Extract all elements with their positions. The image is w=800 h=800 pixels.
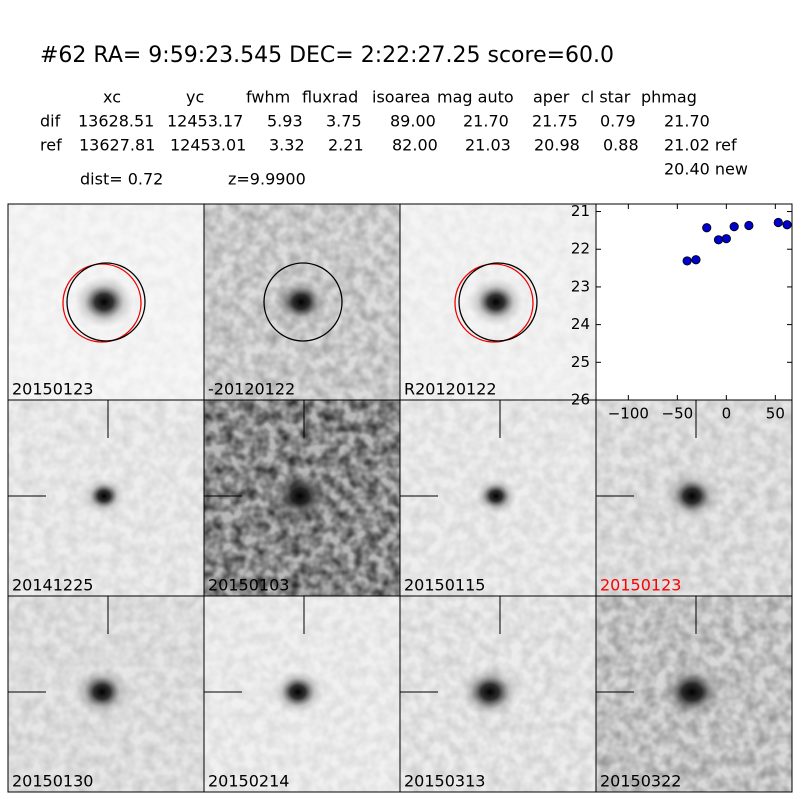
stamp: -20120122 (203, 203, 401, 401)
stamp-frame (595, 595, 793, 793)
x-tick-label: 50 (766, 405, 785, 423)
column-header: fwhm (246, 88, 290, 107)
table-cell: 5.93 (267, 112, 303, 131)
stamp: 20150130 (7, 595, 205, 793)
column-header: aper (533, 88, 570, 107)
stamp: 20150103 (203, 399, 401, 597)
stamp: 20150214 (203, 595, 401, 793)
stamp: 20150123 (595, 399, 793, 597)
column-header: xc (103, 88, 121, 107)
y-tick-label: 21 (571, 202, 590, 220)
column-header: phmag (641, 88, 697, 107)
dist: dist= 0.72 (80, 170, 163, 189)
aperture (458, 262, 538, 342)
table-cell: 0.79 (600, 112, 636, 131)
y-tick-label: 26 (571, 391, 590, 409)
stamp-label: 20150123 (600, 576, 681, 595)
source (664, 472, 720, 520)
table-cell: dif (40, 112, 61, 131)
table-cell: 21.70 (463, 112, 509, 131)
redshift: z=9.9900 (228, 170, 306, 189)
stamp-label: 20150313 (404, 772, 485, 791)
stamp: 20150322 (595, 595, 793, 793)
stamp-label: 20150214 (208, 772, 289, 791)
table-cell: 89.00 (390, 112, 436, 131)
new-mag: 20.40 new (664, 160, 748, 179)
title: #62 RA= 9:59:23.545 DEC= 2:22:27.25 scor… (40, 43, 614, 68)
data-point (682, 256, 692, 266)
column-header: yc (186, 88, 204, 107)
table-cell: 2.21 (328, 136, 364, 155)
column-header: cl star (581, 88, 631, 107)
y-tick-label: 23 (571, 277, 590, 295)
stamp: 20150115 (399, 399, 597, 597)
source (272, 670, 324, 714)
y-tick-label: 22 (571, 240, 590, 258)
source (273, 278, 329, 326)
table-cell: 13628.51 (78, 112, 154, 131)
stamp-label: -20120122 (208, 380, 295, 399)
table-cell: 3.32 (269, 136, 305, 155)
source (74, 276, 134, 328)
stamp: 20150313 (399, 595, 597, 793)
source (83, 478, 125, 514)
column-header: fluxrad (302, 88, 358, 107)
table-cell: 3.75 (326, 112, 362, 131)
source (74, 668, 130, 716)
source (468, 278, 524, 326)
stamp-label: 20150103 (208, 576, 289, 595)
data-point (782, 220, 792, 230)
data-point (744, 220, 754, 231)
stamp-label: 20150115 (404, 576, 485, 595)
aperture-red (454, 263, 534, 343)
aperture-red (62, 263, 142, 343)
x-tick-label: −50 (662, 405, 694, 423)
data-point (721, 234, 731, 244)
source (659, 664, 725, 720)
column-header: mag auto (437, 88, 514, 107)
data-point (702, 223, 712, 233)
table-cell: 0.88 (603, 136, 639, 155)
table-cell: 21.70 (664, 112, 710, 131)
stamp: 20150123 (7, 203, 205, 401)
x-tick-label: −100 (608, 405, 649, 423)
stamp-label: 20150322 (600, 772, 681, 791)
aperture (263, 262, 343, 342)
table-cell: 21.02 ref (664, 136, 737, 155)
table-cell: 12453.01 (170, 136, 246, 155)
table-cell: 12453.17 (167, 112, 243, 131)
data-point (773, 217, 783, 228)
stamp: R20120122 (399, 203, 597, 401)
stamp: 20141225 (7, 399, 205, 597)
aperture (66, 262, 146, 342)
stamp-label: 20150123 (12, 380, 93, 399)
y-tick-label: 25 (571, 353, 590, 371)
stamp-label: R20120122 (404, 380, 497, 399)
table-cell: 82.00 (392, 136, 438, 155)
table-cell: 21.03 (465, 136, 511, 155)
source (475, 478, 517, 514)
column-header: isoarea (372, 88, 430, 107)
data-point (713, 235, 724, 245)
table-cell: 20.98 (534, 136, 580, 155)
source (460, 666, 520, 718)
stamp-label: 20150130 (12, 772, 93, 791)
x-tick-label: 0 (722, 405, 732, 423)
source (270, 470, 330, 522)
table-cell: 13627.81 (79, 136, 155, 155)
stamp-label: 20141225 (12, 576, 93, 595)
plot-area (595, 203, 793, 401)
table-cell: ref (40, 136, 62, 155)
table-cell: 21.75 (532, 112, 578, 131)
data-point (729, 222, 739, 232)
data-point (691, 255, 701, 265)
y-tick-label: 24 (571, 315, 590, 333)
